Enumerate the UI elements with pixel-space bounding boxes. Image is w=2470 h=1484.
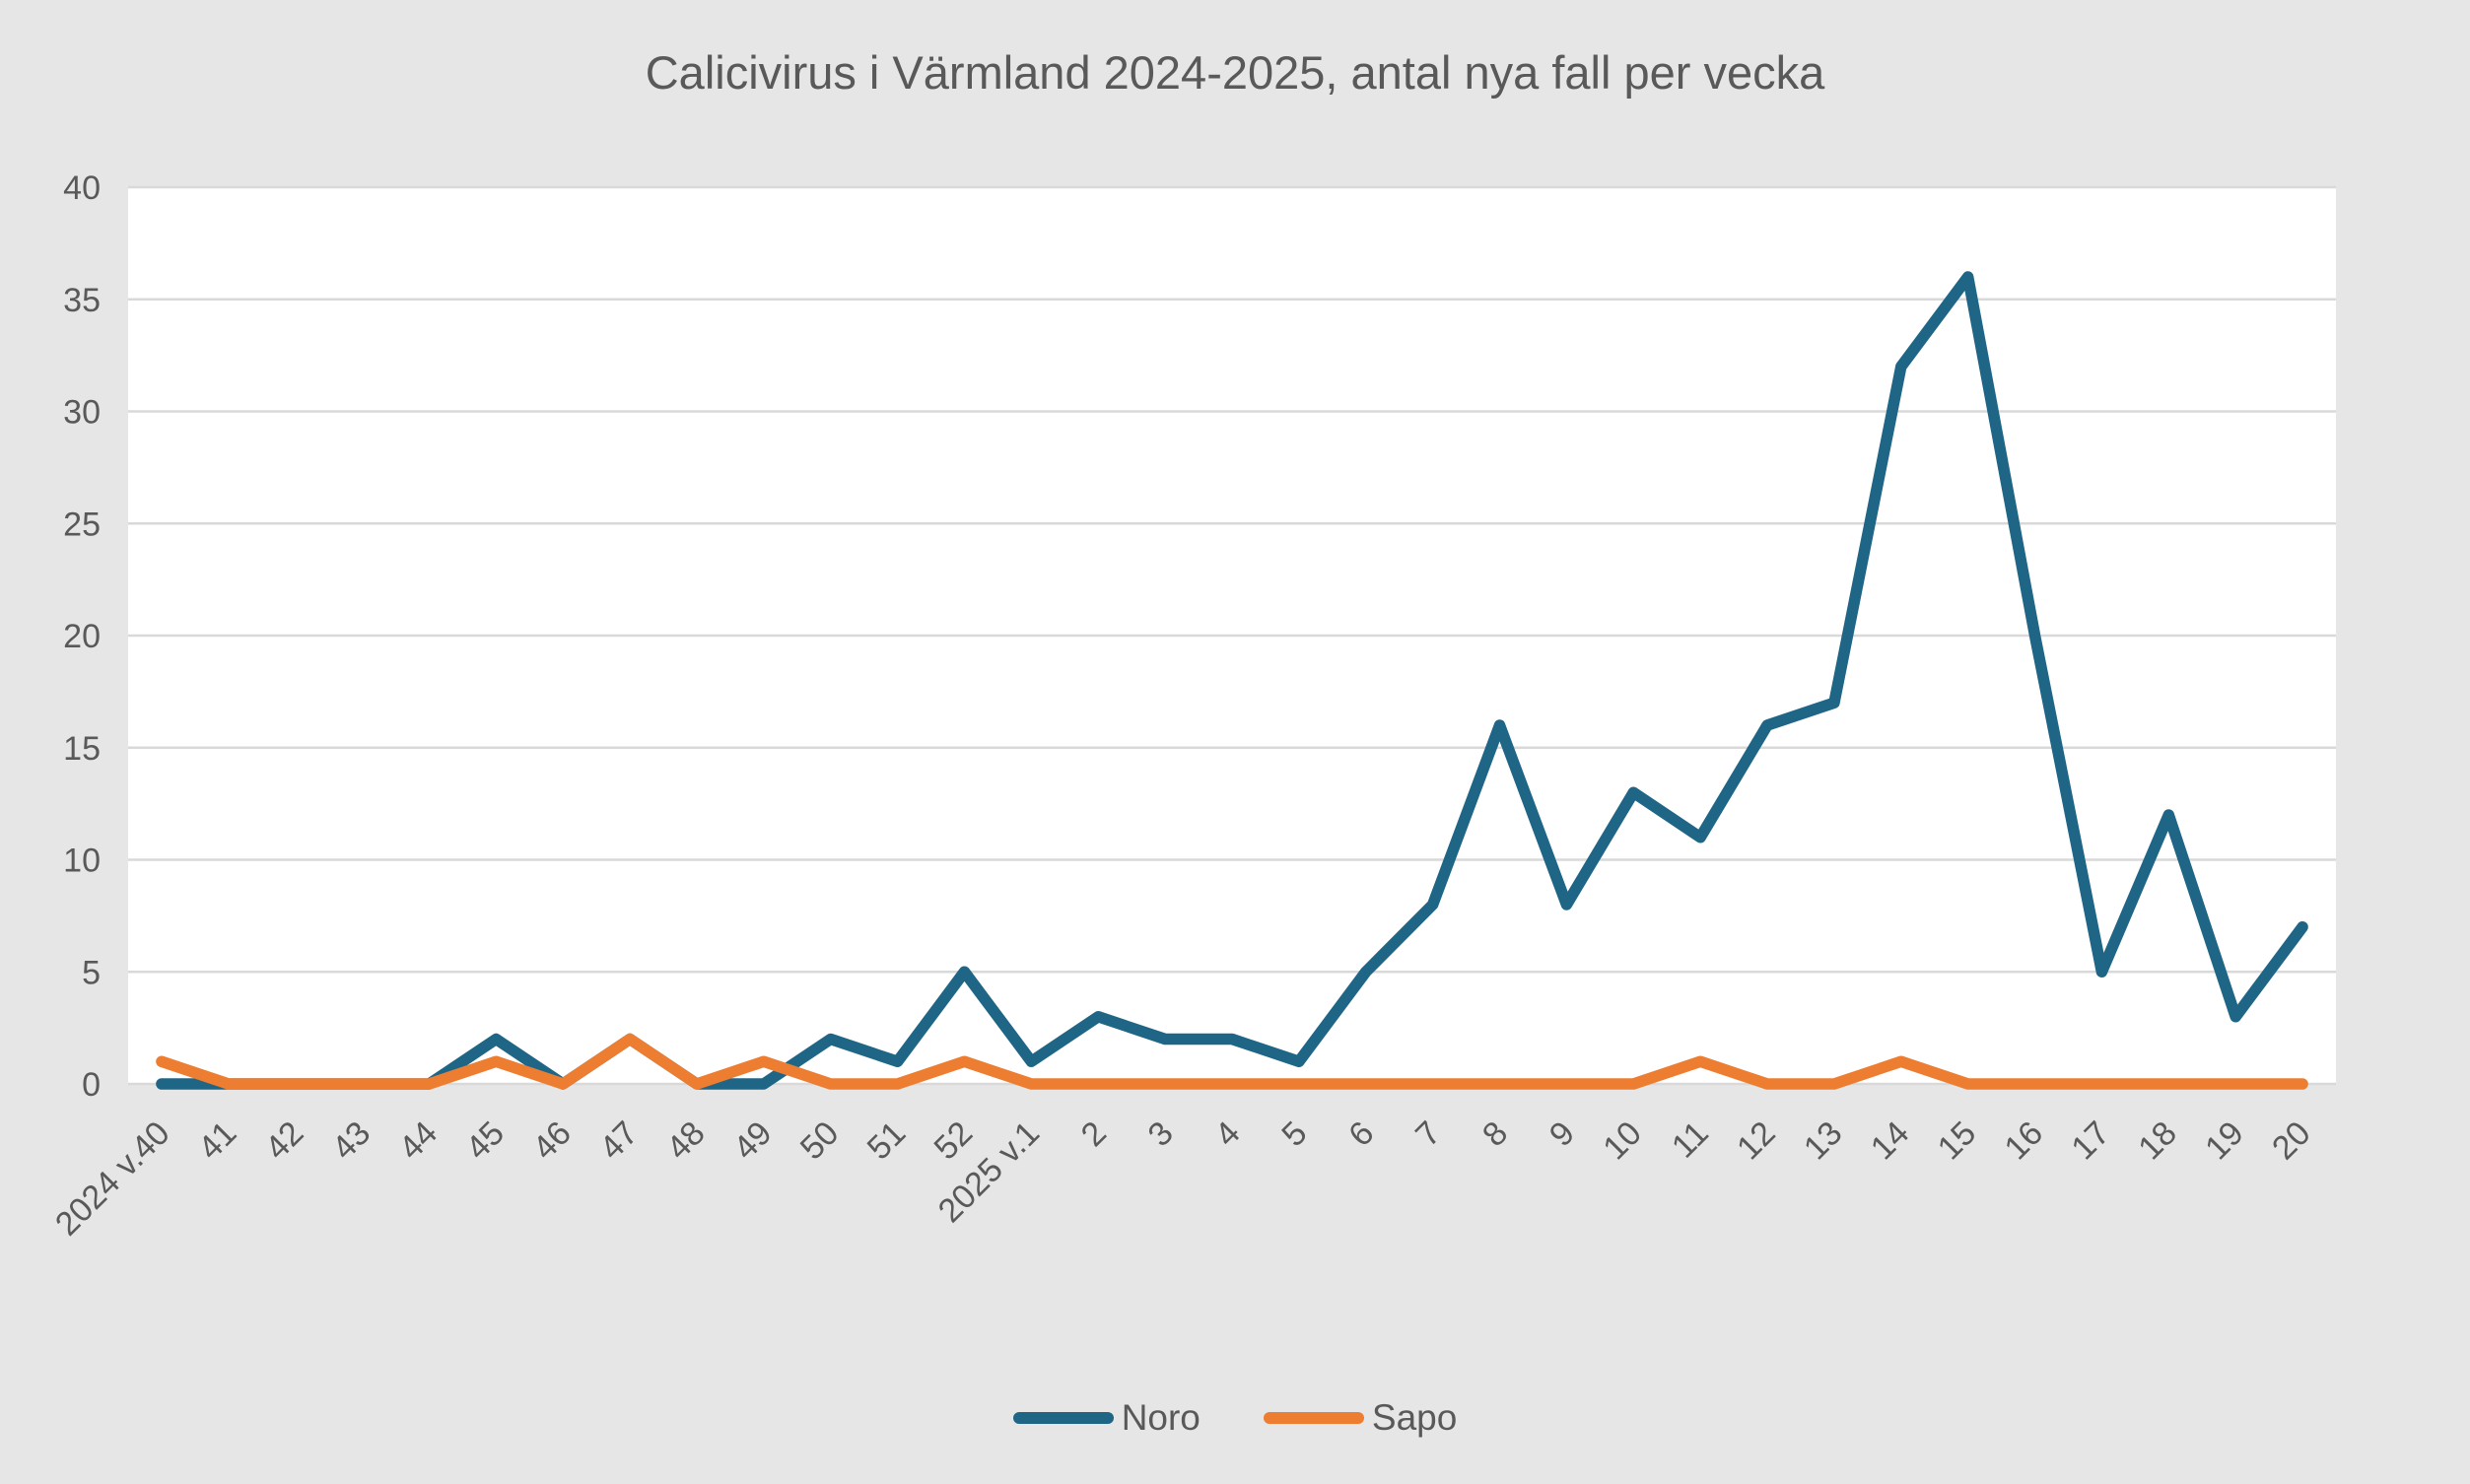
y-axis-tick-label: 35 (63, 282, 101, 319)
x-axis-tick-label: 5 (1274, 1114, 1314, 1154)
x-axis-tick-label: 51 (860, 1114, 914, 1168)
x-axis-tick-label: 11 (1665, 1114, 1716, 1166)
y-axis-tick-label: 25 (63, 506, 101, 543)
y-axis-tick-label: 15 (63, 730, 101, 768)
x-axis-tick-label: 14 (1864, 1114, 1917, 1168)
legend-label-sapo: Sapo (1371, 1397, 1458, 1438)
x-axis-tick-label: 16 (1998, 1114, 2051, 1168)
x-axis-tick-label: 19 (2198, 1114, 2251, 1168)
legend-item-noro: Noro (1012, 1397, 1201, 1439)
x-axis-tick-label: 47 (592, 1114, 646, 1168)
x-axis-tick-label: 49 (726, 1114, 780, 1168)
noro-line-series (156, 271, 2308, 1090)
x-axis-tick-label: 48 (659, 1114, 713, 1168)
x-axis-tick-label: 13 (1797, 1114, 1850, 1168)
y-axis-tick-label: 5 (82, 954, 101, 991)
noro-line-swatch-icon (1012, 1412, 1114, 1424)
x-axis-tick-label: 2 (1074, 1114, 1114, 1154)
x-axis-tick-label: 46 (525, 1114, 579, 1168)
x-axis-tick-label: 17 (2064, 1114, 2117, 1168)
chart-title: Calicivirus i Värmland 2024-2025, antal … (645, 46, 1825, 99)
x-axis-tick-label: 42 (258, 1114, 311, 1168)
y-axis-tick-label: 30 (63, 394, 101, 432)
x-axis-tick-label: 2024 v.40 (48, 1114, 177, 1244)
x-axis-tick-label: 12 (1730, 1114, 1783, 1168)
x-axis-tick-label: 7 (1408, 1114, 1448, 1154)
x-axis-tick-label: 3 (1141, 1114, 1181, 1154)
x-axis-tick-label: 10 (1596, 1114, 1649, 1168)
chart-legend: Noro Sapo (0, 1397, 2470, 1439)
legend-label-noro: Noro (1121, 1397, 1201, 1438)
x-axis-tick-label: 8 (1475, 1114, 1515, 1154)
x-axis-tick-label: 4 (1207, 1114, 1247, 1154)
x-axis-tick-label: 52 (927, 1114, 981, 1168)
x-axis-tick-label: 43 (325, 1114, 378, 1168)
y-axis-tick-label: 10 (63, 843, 101, 880)
x-axis-tick-label: 20 (2265, 1114, 2318, 1168)
sapo-line-swatch-icon (1263, 1412, 1364, 1424)
x-axis-tick-label: 50 (793, 1114, 847, 1168)
x-axis-tick-label: 44 (391, 1114, 445, 1168)
y-axis-tick-label: 20 (63, 618, 101, 655)
x-axis-tick-label: 41 (191, 1114, 244, 1168)
y-axis-tick-label: 40 (63, 169, 101, 207)
sapo-line-series (156, 1033, 2308, 1090)
x-axis-tick-label: 15 (1931, 1114, 1984, 1168)
x-axis-tick-label: 18 (2131, 1114, 2184, 1168)
legend-item-sapo: Sapo (1263, 1397, 1458, 1439)
y-axis-tick-label: 0 (82, 1066, 101, 1104)
x-axis-tick-label: 9 (1543, 1114, 1582, 1154)
x-axis-tick-label: 6 (1341, 1114, 1381, 1154)
x-axis-tick-label: 45 (458, 1114, 512, 1168)
